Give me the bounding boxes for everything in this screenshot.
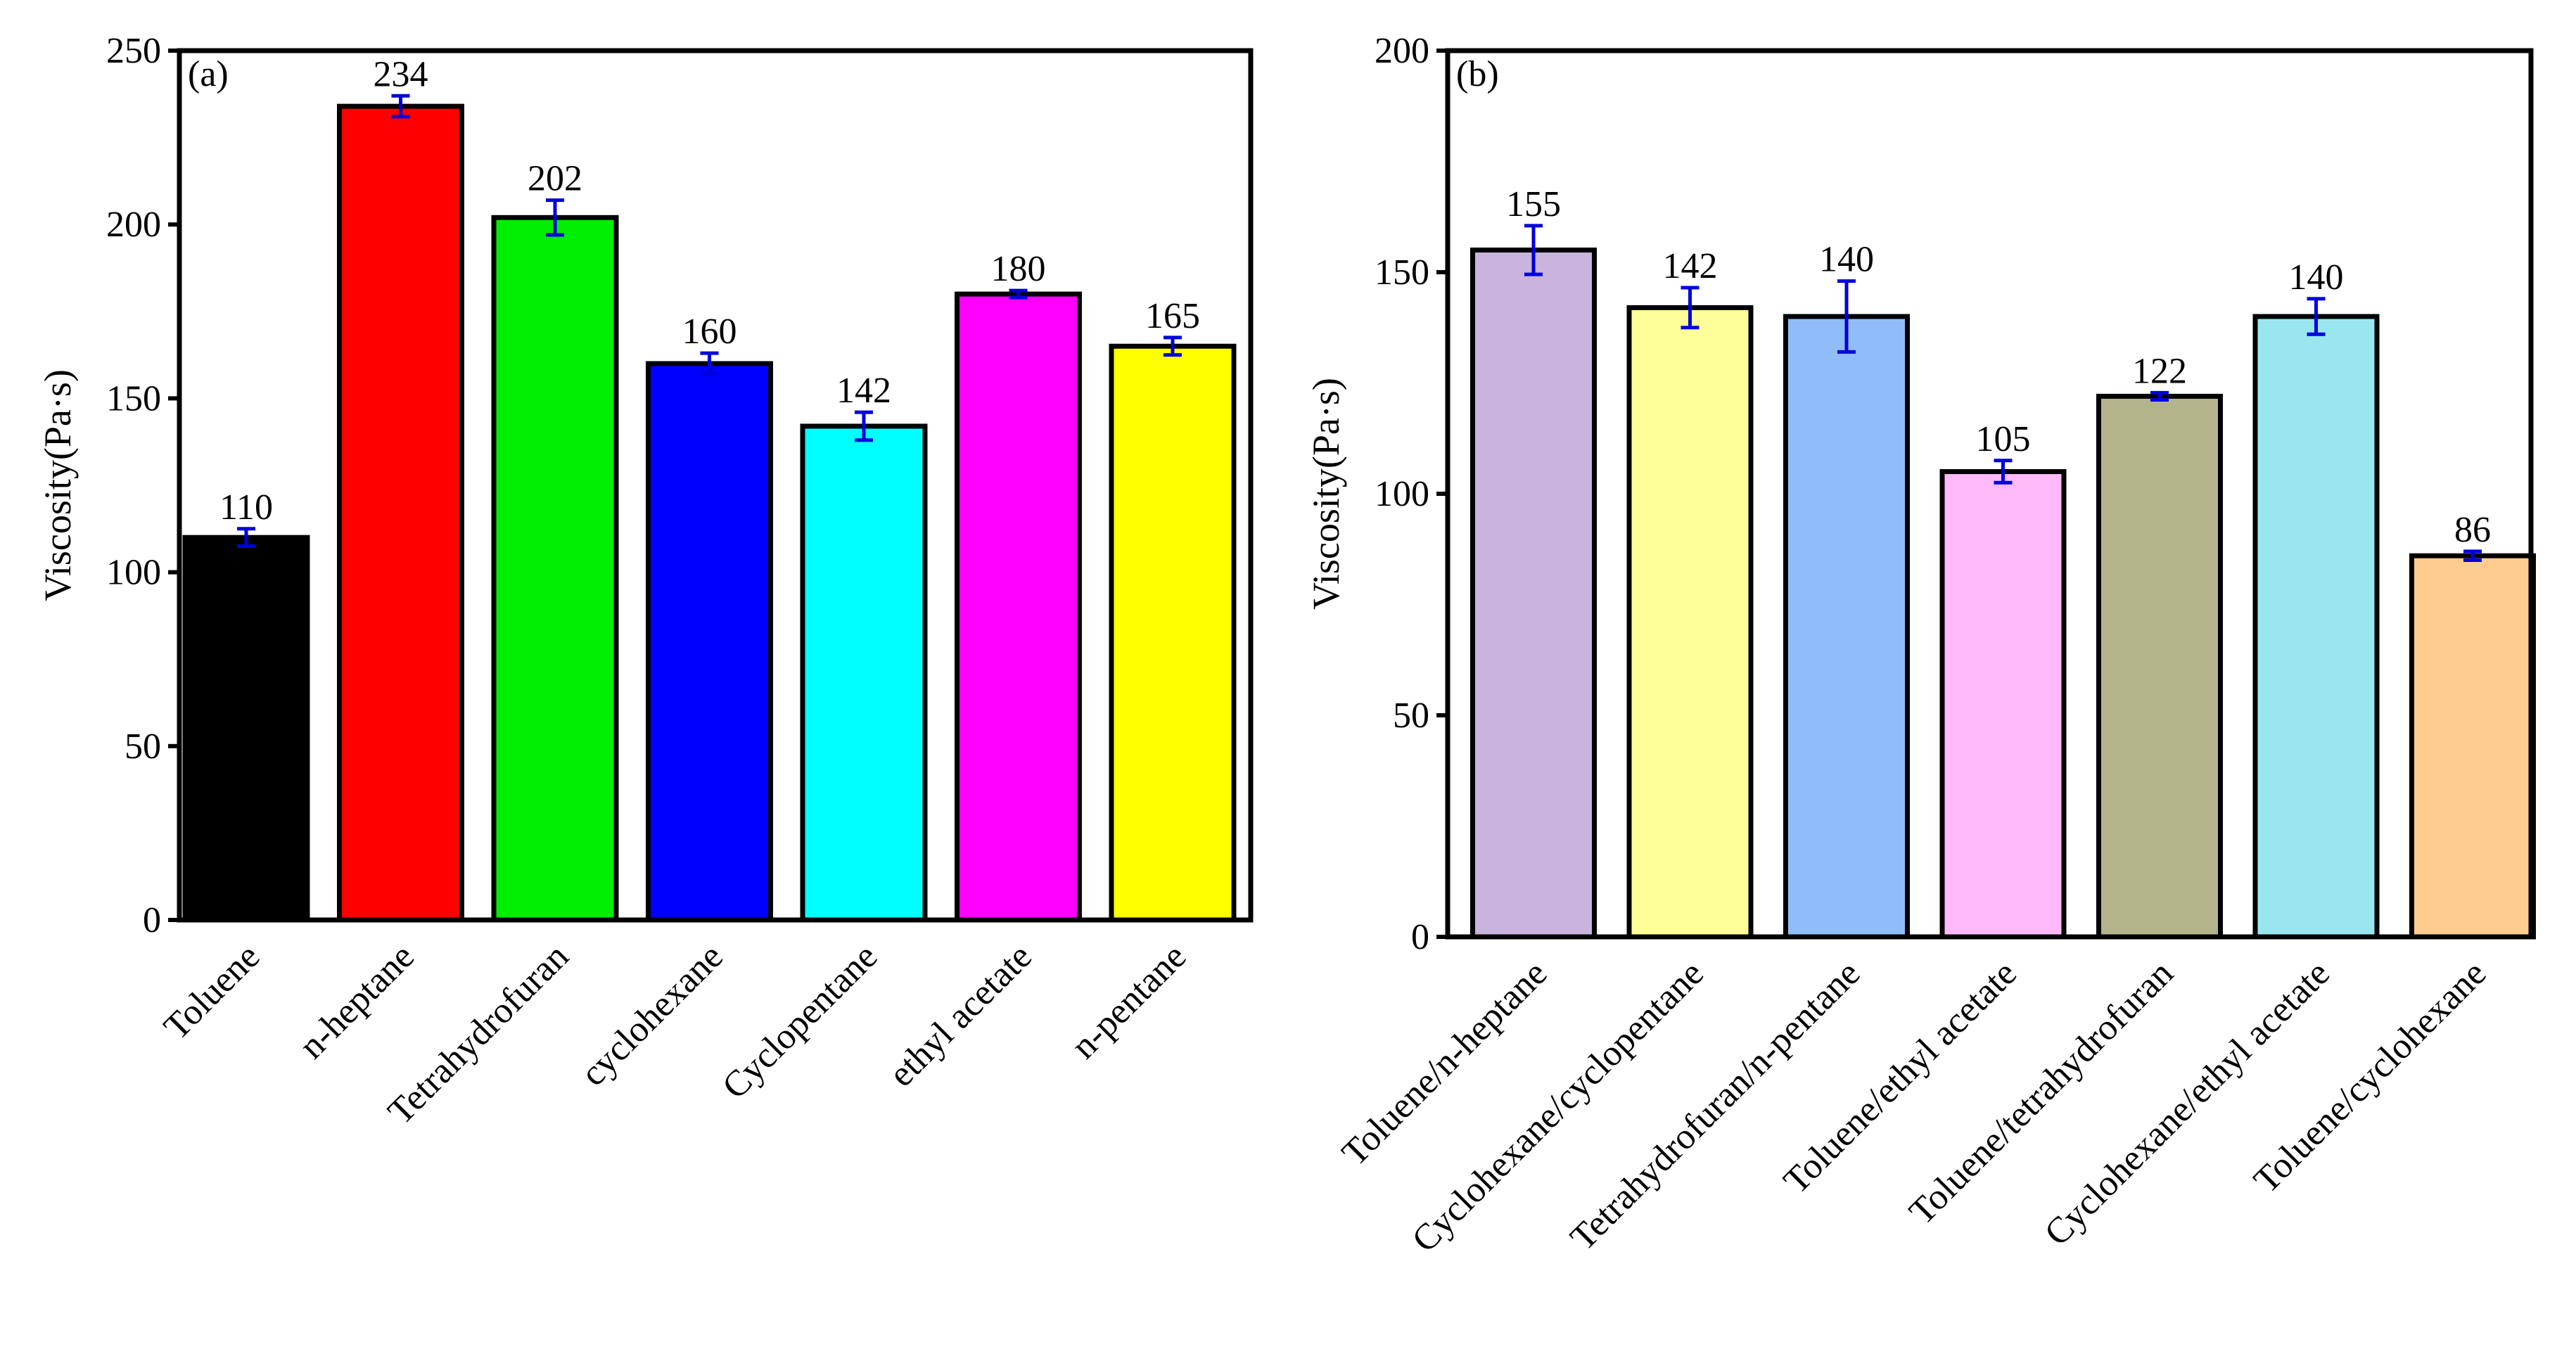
bar-cyclohexane-ethyl-acetate: [2252, 314, 2380, 940]
data-label: 234: [374, 54, 428, 94]
category-label: Tetrahydrofuran/n-pentane: [1563, 953, 1868, 1258]
y-axis-title: Viscosity(Pa·s): [37, 369, 79, 601]
data-label: 160: [682, 312, 737, 352]
data-label: 86: [2454, 510, 2491, 550]
data-label: 142: [836, 371, 891, 411]
category-label: Toluene: [156, 936, 267, 1047]
category-label: Toluene/tetrahydrofuran: [1901, 953, 2181, 1232]
y-tick-label: 200: [106, 205, 161, 245]
error-bar: [1009, 288, 1028, 300]
panel-b: 155Toluene/n-heptane142Cyclohexane/cyclo…: [1305, 31, 2536, 1260]
y-tick-label: 150: [1375, 252, 1429, 293]
error-bar: [700, 351, 719, 376]
data-label: 140: [1819, 240, 1874, 280]
bar-n-pentane: [1109, 343, 1237, 923]
error-bar: [2307, 297, 2326, 336]
y-axis-title: Viscosity(Pa·s): [1305, 378, 1347, 610]
data-label: 202: [528, 159, 582, 199]
bar-cyclohexane-cyclopentane: [1626, 305, 1754, 940]
data-label: 155: [1506, 184, 1561, 224]
error-bar: [237, 527, 255, 549]
bar-tetrahydrofuran: [491, 215, 619, 923]
bar-toluene: [182, 535, 310, 923]
y-tick-label: 100: [1375, 474, 1429, 514]
category-label: Cyclohexane/cyclopentane: [1405, 953, 1711, 1260]
panel-label: (a): [188, 54, 229, 94]
data-label: 142: [1663, 246, 1718, 286]
category-label: n-heptane: [292, 936, 422, 1066]
y-tick-label: 0: [143, 900, 161, 940]
error-bar: [391, 94, 410, 119]
data-label: 180: [991, 249, 1046, 289]
category-label: ethyl acetate: [881, 936, 1040, 1094]
y-tick-label: 100: [106, 553, 161, 593]
error-bar: [1681, 286, 1700, 330]
category-label: n-pentane: [1064, 936, 1194, 1066]
panel-a: 110Toluene234n-heptane202Tetrahydrofuran…: [37, 31, 1254, 1132]
error-bar: [855, 410, 873, 442]
y-tick-label: 250: [106, 31, 161, 71]
y-tick-label: 50: [1393, 696, 1429, 736]
bar-toluene-tetrahydrofuran: [2096, 393, 2223, 940]
category-label: Cyclohexane/ethyl acetate: [2037, 953, 2338, 1253]
error-bar: [1837, 279, 1856, 354]
bar-toluene-cyclohexane: [2409, 553, 2536, 940]
y-tick-label: 200: [1375, 31, 1429, 71]
data-label: 110: [219, 487, 273, 528]
error-bar: [2150, 390, 2169, 402]
bar-toluene-ethyl-acetate: [1939, 469, 2067, 940]
data-label: 140: [2289, 257, 2344, 298]
bar-n-heptane: [337, 103, 464, 923]
plot-frame: [177, 48, 1254, 923]
data-label: 122: [2132, 351, 2187, 391]
category-label: cyclohexane: [573, 936, 731, 1094]
error-bar: [1994, 459, 2013, 485]
bar-cyclopentane: [800, 423, 928, 923]
bar-ethyl-acetate: [955, 291, 1082, 923]
bar-cyclohexane: [646, 361, 773, 923]
error-bar: [1163, 335, 1182, 357]
bar-tetrahydrofuran-n-pentane: [1783, 314, 1910, 940]
data-label: 105: [1976, 419, 2031, 459]
y-tick-label: 0: [1411, 917, 1429, 957]
error-bar: [546, 198, 564, 237]
y-tick-label: 50: [125, 727, 161, 767]
error-bar: [2463, 549, 2482, 562]
error-bar: [1524, 224, 1543, 276]
bar-toluene-n-heptane: [1470, 248, 1597, 940]
data-label: 165: [1145, 296, 1200, 336]
y-tick-label: 150: [106, 378, 161, 418]
category-label: Cyclopentane: [715, 936, 885, 1106]
panel-label: (b): [1456, 54, 1499, 94]
